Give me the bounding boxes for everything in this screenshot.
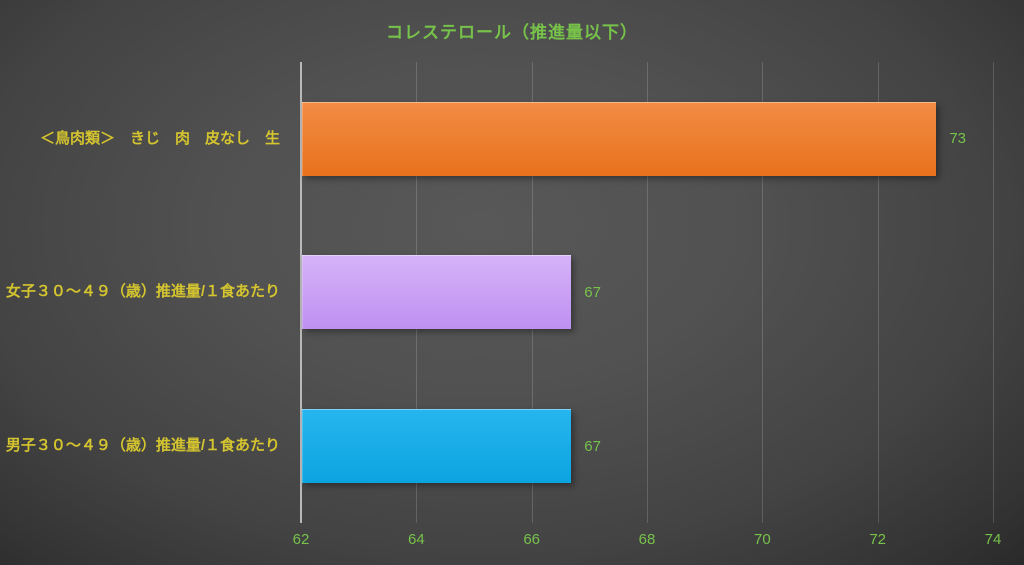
category-label: ＜鳥肉類＞ きじ 肉 皮なし 生 [39, 129, 280, 147]
bar-row: 67 [302, 369, 994, 523]
bar-value-label: 67 [584, 283, 601, 301]
bar-value-label: 67 [584, 437, 601, 455]
bar-orange [302, 101, 937, 176]
x-tick-label: 62 [292, 531, 310, 548]
gridline [877, 62, 879, 523]
x-tick-label: 70 [753, 531, 771, 548]
gridline [993, 62, 994, 523]
category-label: 女子３０～４９（歳）推進量/１食あたり [5, 283, 280, 301]
x-tick-label: 74 [984, 531, 1002, 548]
gridline [762, 62, 764, 523]
x-tick-label: 72 [869, 531, 886, 548]
bar-row: 67 [302, 216, 994, 370]
bar-lavender [302, 255, 572, 330]
bar-value-label: 73 [949, 130, 967, 148]
bar-cyan [302, 409, 572, 484]
x-tick-label: 66 [523, 531, 540, 548]
category-axis-labels: ＜鳥肉類＞ きじ 肉 皮なし 生女子３０～４９（歳）推進量/１食あたり 男子３０～… [0, 62, 290, 523]
x-tick-label: 68 [638, 531, 656, 548]
gridline [647, 62, 648, 523]
category-label: 男子３０～４９（歳）推進量/１食あたり [5, 437, 280, 455]
bar-row: 73 [302, 62, 994, 216]
x-tick-label: 64 [407, 531, 425, 548]
y-axis-line [300, 62, 302, 523]
x-axis-tick-labels: 62 64 66 68 70 72 74 [293, 531, 1002, 553]
chart-title: コレステロール（推進量以下） [386, 23, 638, 42]
plot-area: 73 67 67 [300, 62, 994, 523]
